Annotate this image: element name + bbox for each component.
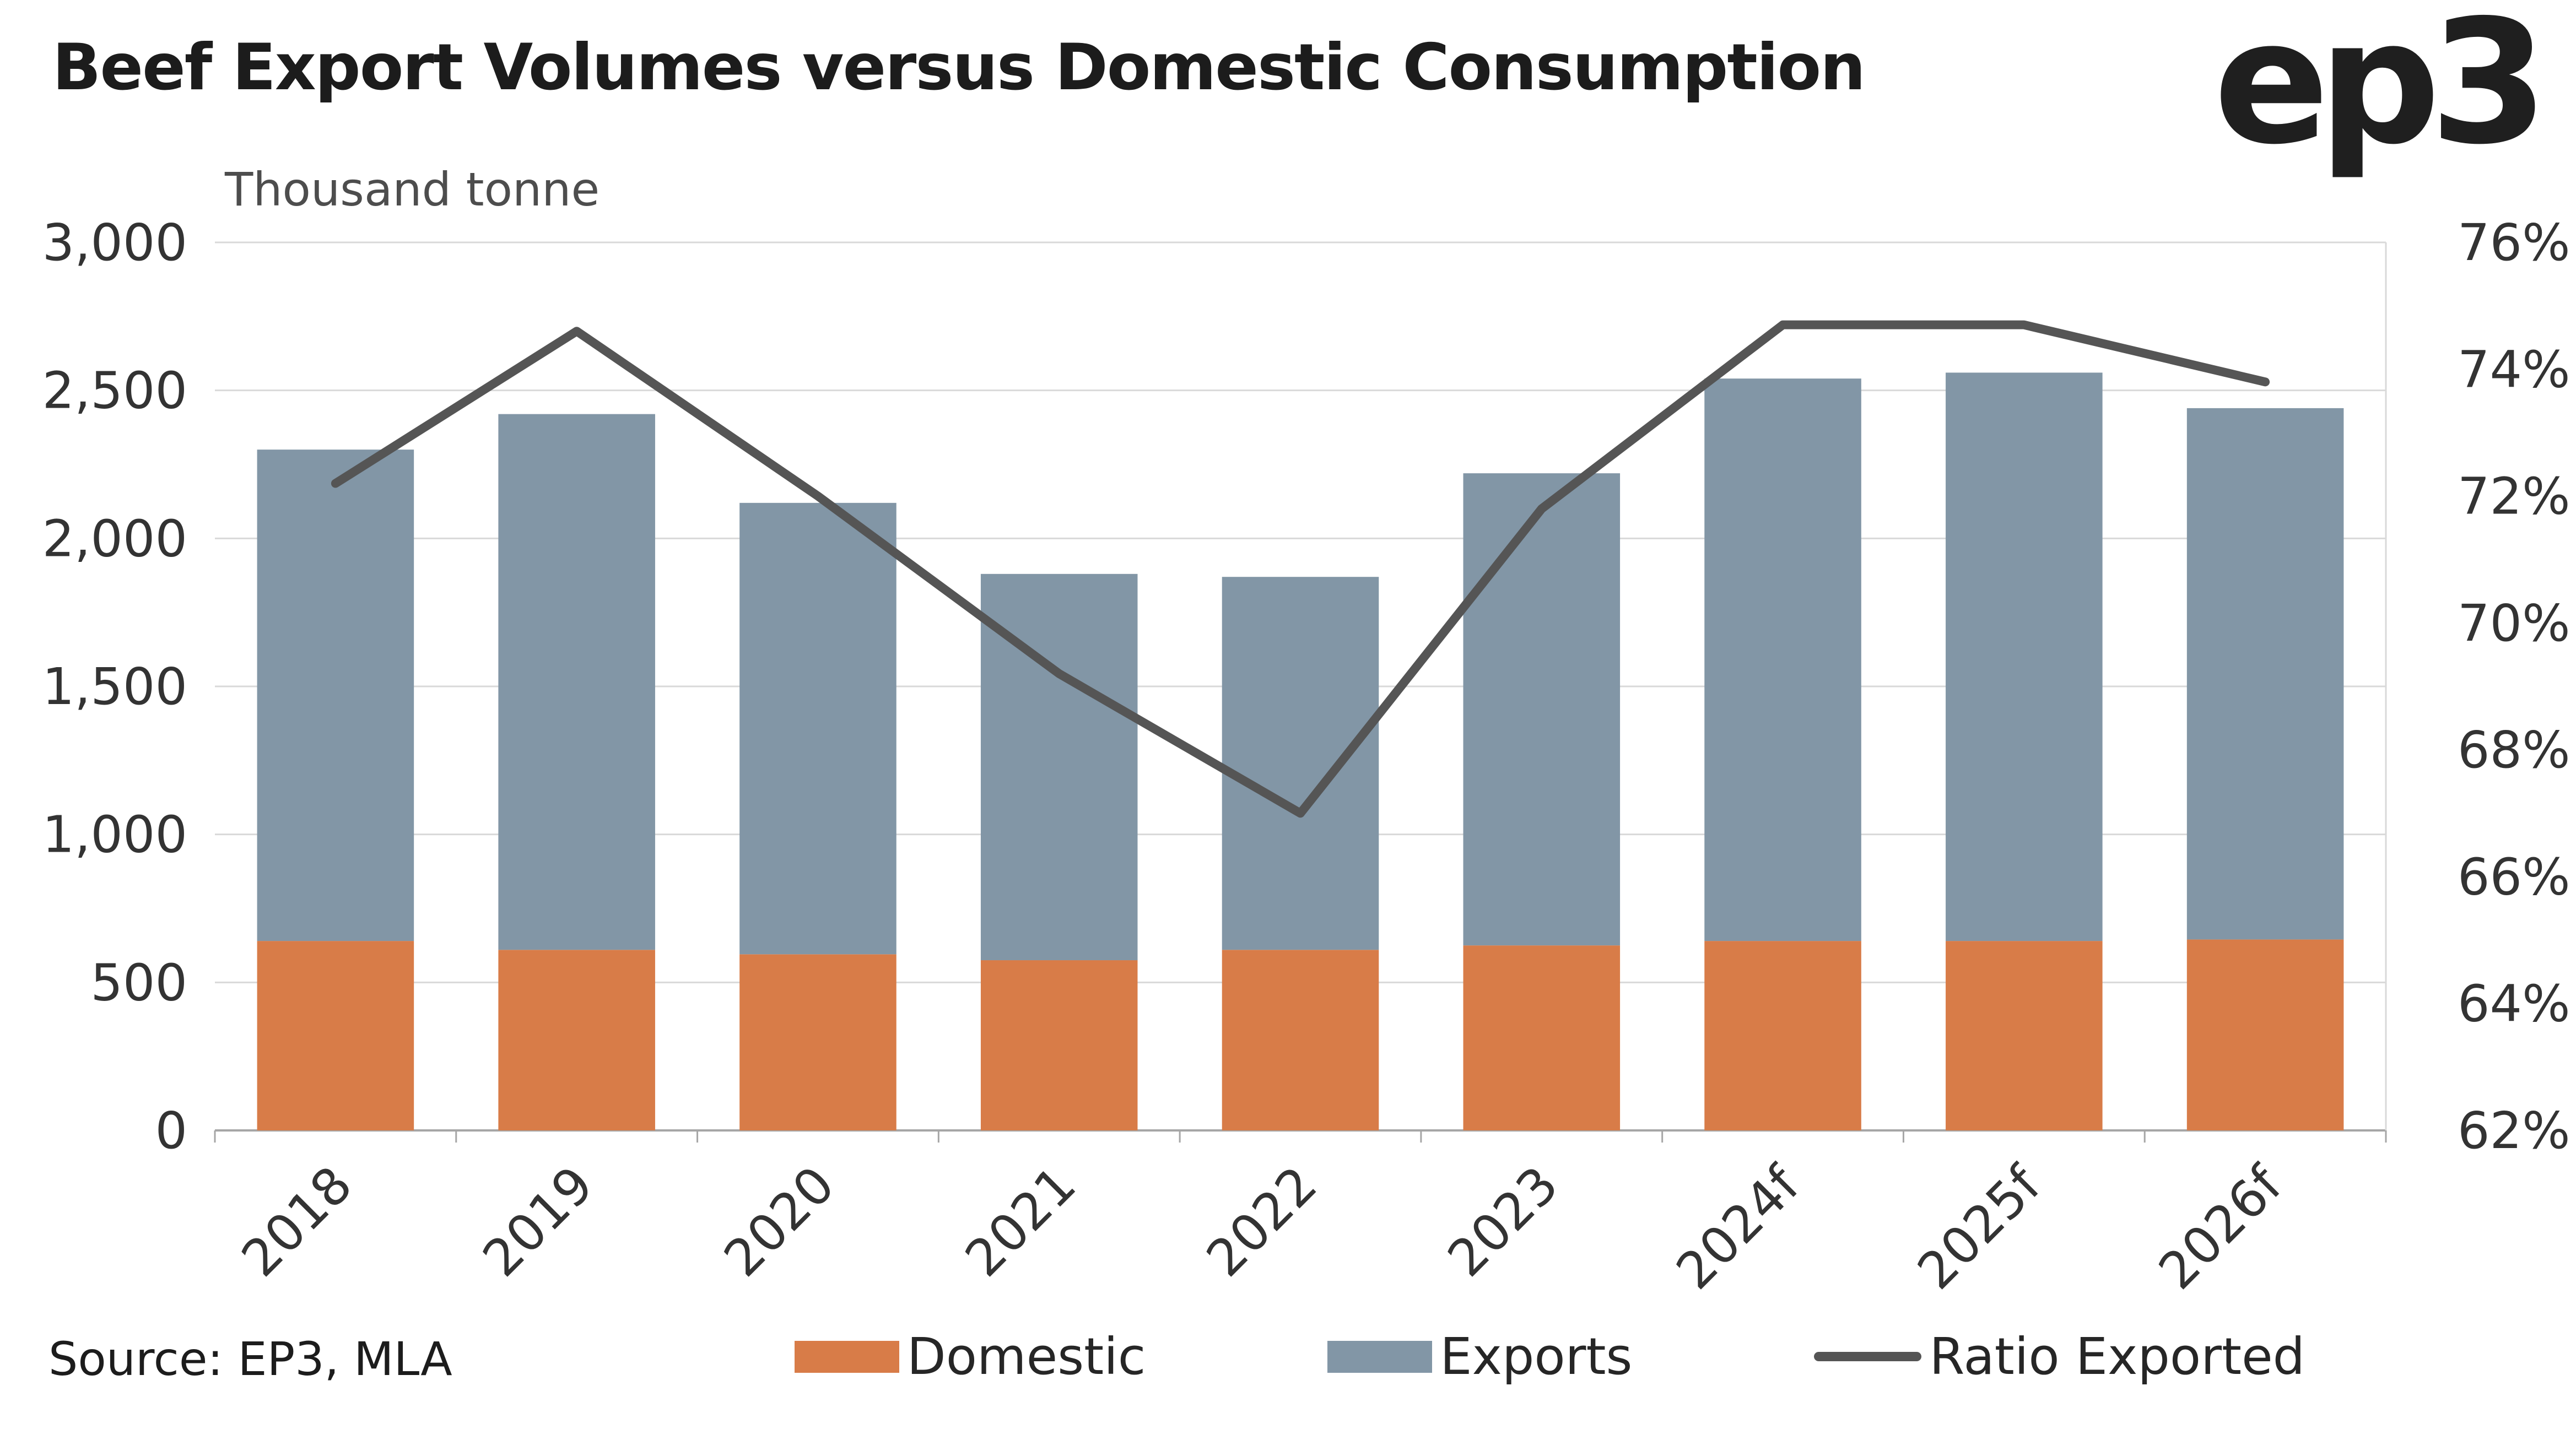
svg-text:2020: 2020 — [713, 1155, 846, 1288]
svg-text:2019: 2019 — [472, 1155, 604, 1288]
svg-text:1,500: 1,500 — [42, 657, 187, 716]
svg-text:62%: 62% — [2458, 1101, 2570, 1160]
legend-label-ratio-exported: Ratio Exported — [1929, 1327, 2305, 1386]
source-note: Source: EP3, MLA — [48, 1332, 452, 1386]
legend-label-exports: Exports — [1440, 1327, 1633, 1386]
svg-text:70%: 70% — [2458, 594, 2570, 653]
chart-title: Beef Export Volumes versus Domestic Cons… — [52, 30, 1866, 105]
svg-text:2025f: 2025f — [1907, 1154, 2053, 1301]
svg-text:66%: 66% — [2458, 847, 2570, 906]
svg-text:74%: 74% — [2458, 340, 2570, 399]
svg-text:2023: 2023 — [1436, 1155, 1569, 1288]
ratio-line-swatch — [1814, 1352, 1922, 1361]
legend-item-exports: Exports — [1327, 1327, 1632, 1386]
domestic-color-swatch — [794, 1340, 899, 1373]
svg-text:2,500: 2,500 — [42, 361, 187, 420]
svg-text:76%: 76% — [2458, 213, 2570, 272]
svg-text:3,000: 3,000 — [42, 213, 187, 272]
svg-text:2,000: 2,000 — [42, 509, 187, 568]
chart-legend: Domestic Exports Ratio Exported — [523, 1327, 2576, 1386]
svg-text:500: 500 — [90, 953, 187, 1012]
svg-text:2024f: 2024f — [1665, 1154, 1812, 1301]
ep3-logo: ep3 — [2213, 0, 2548, 182]
svg-text:0: 0 — [155, 1101, 187, 1160]
svg-text:64%: 64% — [2458, 975, 2570, 1033]
svg-text:68%: 68% — [2458, 721, 2570, 780]
legend-item-ratio-exported: Ratio Exported — [1814, 1327, 2305, 1386]
legend-item-domestic: Domestic — [794, 1327, 1146, 1386]
svg-text:2026f: 2026f — [2148, 1154, 2294, 1301]
svg-text:1,000: 1,000 — [42, 805, 187, 864]
svg-text:2022: 2022 — [1195, 1155, 1328, 1288]
svg-text:2021: 2021 — [954, 1155, 1087, 1288]
left-axis-title: Thousand tonne — [225, 163, 600, 216]
svg-text:72%: 72% — [2458, 467, 2570, 526]
exports-color-swatch — [1327, 1340, 1433, 1373]
svg-text:2018: 2018 — [230, 1155, 363, 1288]
legend-label-domestic: Domestic — [906, 1327, 1146, 1386]
